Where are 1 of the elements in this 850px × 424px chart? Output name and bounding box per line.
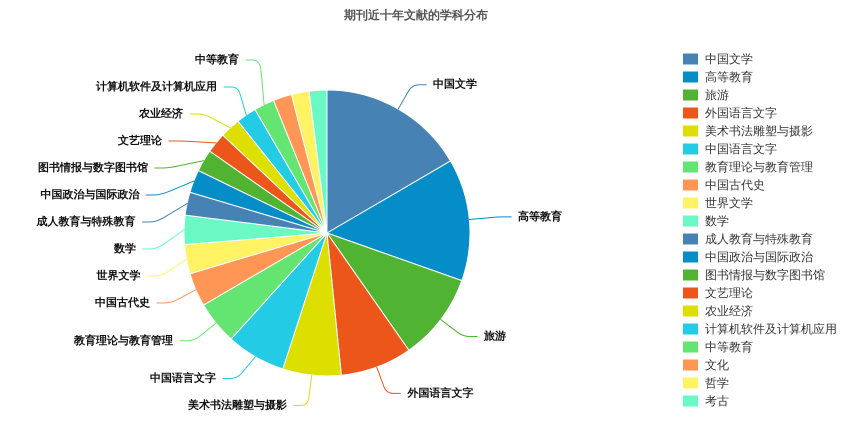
title: 期刊近十年文献的学科分布	[344, 8, 488, 22]
